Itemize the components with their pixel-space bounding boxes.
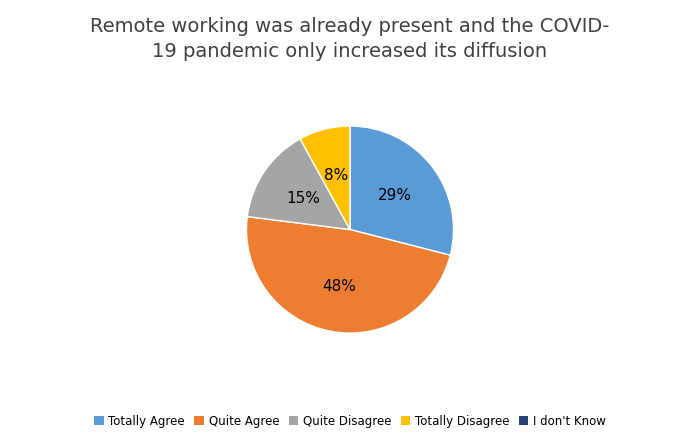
Wedge shape [246, 217, 450, 333]
Text: 15%: 15% [286, 191, 320, 206]
Wedge shape [247, 139, 350, 230]
Text: 8%: 8% [323, 168, 348, 182]
Wedge shape [350, 127, 454, 256]
Wedge shape [300, 127, 350, 230]
Text: 48%: 48% [323, 278, 356, 293]
Title: Remote working was already present and the COVID-
19 pandemic only increased its: Remote working was already present and t… [90, 17, 610, 61]
Text: 29%: 29% [378, 188, 412, 203]
Legend: Totally Agree, Quite Agree, Quite Disagree, Totally Disagree, I don't Know: Totally Agree, Quite Agree, Quite Disagr… [90, 411, 610, 431]
